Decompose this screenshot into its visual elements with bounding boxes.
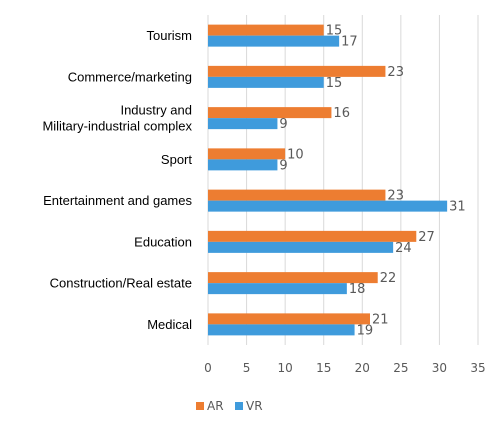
data-label-vr: 18	[349, 282, 366, 297]
category-label: Construction/Real estate	[50, 276, 192, 291]
legend-label-vr: VR	[246, 399, 263, 413]
grid-lines	[207, 15, 479, 345]
bar-ar	[208, 24, 324, 36]
data-label-ar: 22	[380, 271, 397, 286]
x-tick-label: 10	[278, 361, 293, 375]
category-label: Entertainment and games	[43, 193, 192, 208]
legend-swatch-vr	[235, 402, 243, 410]
x-tick-label: 30	[432, 361, 447, 375]
x-tick-label: 35	[470, 361, 485, 375]
data-label-ar: 23	[387, 65, 404, 80]
data-label-vr: 24	[395, 241, 412, 256]
bar-vr	[208, 76, 324, 88]
data-label-vr: 31	[449, 200, 466, 215]
legend: AR VR	[196, 399, 263, 413]
bar-ar	[208, 313, 370, 325]
x-tick-label: 0	[204, 361, 212, 375]
category-labels: Tourism Commerce/marketing Industry and Mil…	[42, 28, 192, 332]
data-label-vr: 9	[279, 117, 287, 132]
data-label-vr: 17	[341, 35, 358, 50]
x-tick-label: 20	[355, 361, 370, 375]
data-label-vr: 15	[326, 76, 343, 91]
data-label-vr: 9	[279, 158, 287, 173]
bar-vr	[208, 200, 448, 212]
bar-ar	[208, 148, 286, 160]
x-tick-label: 25	[393, 361, 408, 375]
bar-ar	[208, 65, 386, 77]
bar-ar	[208, 107, 332, 119]
data-label-ar: 23	[387, 189, 404, 204]
x-tick-label: 15	[316, 361, 331, 375]
bars	[208, 24, 448, 336]
category-label: Education	[134, 234, 192, 249]
data-label-ar: 27	[418, 230, 435, 245]
category-label: Sport	[161, 152, 192, 167]
bar-vr	[208, 118, 278, 130]
x-axis-ticks: 0 5 10 15 20 25 30 35	[204, 361, 485, 375]
data-label-ar: 15	[326, 24, 343, 39]
data-label-ar: 10	[287, 147, 304, 162]
bar-vr	[208, 283, 347, 295]
bar-ar	[208, 272, 378, 284]
data-label-ar: 21	[372, 312, 389, 327]
x-tick-label: 5	[243, 361, 251, 375]
bar-vr	[208, 324, 355, 336]
bar-ar	[208, 189, 386, 201]
category-label: Commerce/marketing	[68, 69, 192, 84]
bar-ar	[208, 230, 417, 242]
bar-vr	[208, 35, 340, 47]
legend-label-ar: AR	[207, 399, 224, 413]
category-label: Tourism	[146, 28, 192, 43]
legend-swatch-ar	[196, 402, 204, 410]
bar-vr	[208, 159, 278, 171]
bar-vr	[208, 241, 394, 253]
category-label: Medical	[147, 317, 192, 332]
data-label-vr: 19	[357, 323, 374, 338]
data-label-ar: 16	[333, 106, 350, 121]
category-label: Industry and Military-industrial complex	[42, 103, 192, 134]
